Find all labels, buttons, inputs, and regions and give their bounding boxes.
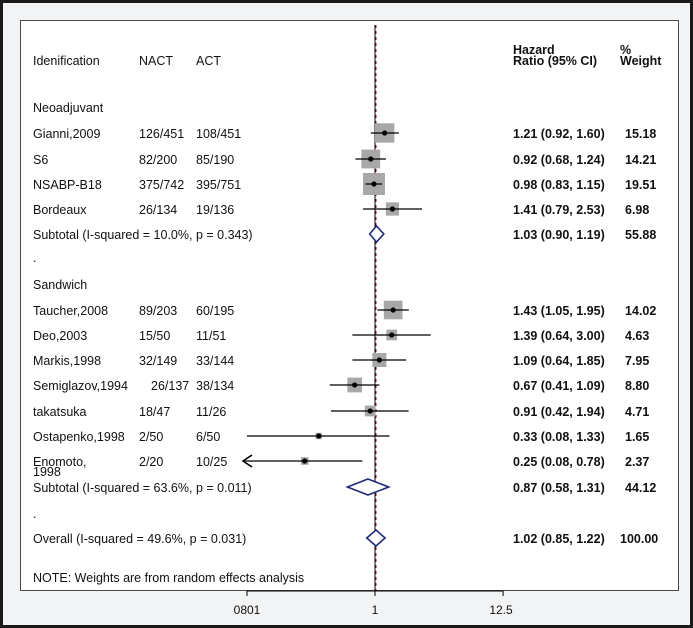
row-nact: 126/451: [139, 127, 185, 141]
row-act: 11/26: [196, 405, 227, 419]
overall-weight: 100.00: [620, 532, 659, 546]
row-nact: 18/47: [139, 405, 171, 419]
row-nact: 2/50: [139, 430, 164, 444]
point-estimate: [371, 181, 377, 187]
row-act: 38/134: [196, 379, 235, 393]
row-study: Semiglazov,1994: [33, 379, 128, 393]
subtotal-label: Subtotal (I-squared = 10.0%, p = 0.343): [33, 228, 253, 242]
row-act: 6/50: [196, 430, 221, 444]
group-label-neoadjuvant: Neoadjuvant: [33, 101, 104, 115]
row-act: 395/751: [196, 178, 242, 192]
point-estimate: [302, 458, 308, 464]
row-nact: 26/137: [151, 379, 190, 393]
header-weight-line2: Weight: [620, 54, 662, 68]
subtotal-diamond: [345, 478, 391, 496]
point-estimate: [352, 382, 358, 388]
row-act: 85/190: [196, 153, 235, 167]
subtotal-weight: 55.88: [625, 228, 657, 242]
header-act: ACT: [196, 54, 221, 68]
row-nact: 15/50: [139, 329, 171, 343]
x-tick-label: 1: [371, 603, 379, 617]
row-weight: 15.18: [625, 127, 657, 141]
point-estimate: [390, 307, 396, 313]
row-ci: 0.25 (0.08, 0.78): [513, 455, 605, 469]
row-ci: 1.39 (0.64, 3.00): [513, 329, 605, 343]
ci-arrow: [241, 454, 253, 468]
row-ci: 1.43 (1.05, 1.95): [513, 304, 605, 318]
point-estimate: [367, 408, 373, 414]
footnote: NOTE: Weights are from random effects an…: [33, 571, 305, 585]
row-weight: 2.37: [625, 455, 650, 469]
point-estimate: [389, 206, 396, 212]
overall-label: Overall (I-squared = 49.6%, p = 0.031): [33, 532, 247, 546]
header-nact: NACT: [139, 54, 174, 68]
row-nact: 26/134: [139, 203, 178, 217]
row-ci: 1.41 (0.79, 2.53): [513, 203, 605, 217]
point-estimate: [389, 332, 395, 338]
row-study: NSABP-B18: [33, 178, 102, 192]
row-study: Taucher,2008: [33, 304, 109, 318]
subtotal-diamond: [368, 224, 385, 244]
row-ci: 1.21 (0.92, 1.60): [513, 127, 605, 141]
row-nact: 2/20: [139, 455, 164, 469]
row-weight: 14.21: [625, 153, 657, 167]
subtotal-label: Subtotal (I-squared = 63.6%, p = 0.011): [33, 481, 252, 495]
row-weight: 6.98: [625, 203, 650, 217]
row-ci: 1.09 (0.64, 1.85): [513, 354, 605, 368]
row-weight: 19.51: [625, 178, 657, 192]
overall-ci: 1.02 (0.85, 1.22): [513, 532, 605, 546]
row-study: Enomoto,: [33, 455, 87, 469]
x-tick-label: 0801: [233, 603, 261, 617]
row-nact: 375/742: [139, 178, 185, 192]
row-ci: 0.92 (0.68, 1.24): [513, 153, 605, 167]
header-hr-line2: Ratio (95% CI): [513, 54, 598, 68]
row-weight: 7.95: [625, 354, 650, 368]
row-weight: 14.02: [625, 304, 657, 318]
row-weight: 8.80: [625, 379, 650, 393]
row-nact: 89/203: [139, 304, 178, 318]
row-weight: 4.71: [625, 405, 650, 419]
row-study: Ostapenko,1998: [33, 430, 125, 444]
header-study: Idenification: [33, 54, 100, 68]
forest-plot: [241, 25, 504, 596]
group-label-sandwich: Sandwich: [33, 278, 88, 292]
row-ci: 0.33 (0.08, 1.33): [513, 430, 605, 444]
header-weight-line1: %: [620, 43, 632, 57]
row-act: 108/451: [196, 127, 242, 141]
header-hr-line1: Hazard: [513, 43, 555, 57]
row-study: Markis,1998: [33, 354, 102, 368]
row-ci: 0.67 (0.41, 1.09): [513, 379, 605, 393]
row-act: 10/25: [196, 455, 228, 469]
row-act: 11/51: [196, 329, 227, 343]
row-study: Gianni,2009: [33, 127, 101, 141]
overall-diamond: [365, 528, 387, 548]
row-nact: 32/149: [139, 354, 178, 368]
row-study-line2: 1998: [33, 465, 61, 479]
row-act: 33/144: [196, 354, 235, 368]
row-weight: 4.63: [625, 329, 650, 343]
spacer-dot-2: .: [33, 507, 37, 521]
row-ci: 0.91 (0.42, 1.94): [513, 405, 605, 419]
point-estimate: [376, 357, 382, 363]
subtotal-ci: 1.03 (0.90, 1.19): [513, 228, 605, 242]
row-study: S6: [33, 153, 49, 167]
row-ci: 0.98 (0.83, 1.15): [513, 178, 605, 192]
row-study: takatsuka: [33, 405, 87, 419]
point-estimate: [382, 130, 388, 136]
plot-panel: [20, 20, 679, 591]
row-study: Bordeaux: [33, 203, 87, 217]
row-study: Deo,2003: [33, 329, 88, 343]
subtotal-weight: 44.12: [625, 481, 657, 495]
row-act: 60/195: [196, 304, 235, 318]
row-act: 19/136: [196, 203, 235, 217]
x-tick-label: 12.5: [489, 603, 513, 617]
point-estimate: [368, 156, 374, 162]
subtotal-ci: 0.87 (0.58, 1.31): [513, 481, 605, 495]
spacer-dot-1: .: [33, 251, 37, 265]
row-weight: 1.65: [625, 430, 650, 444]
point-estimate: [316, 433, 322, 439]
row-nact: 82/200: [139, 153, 178, 167]
